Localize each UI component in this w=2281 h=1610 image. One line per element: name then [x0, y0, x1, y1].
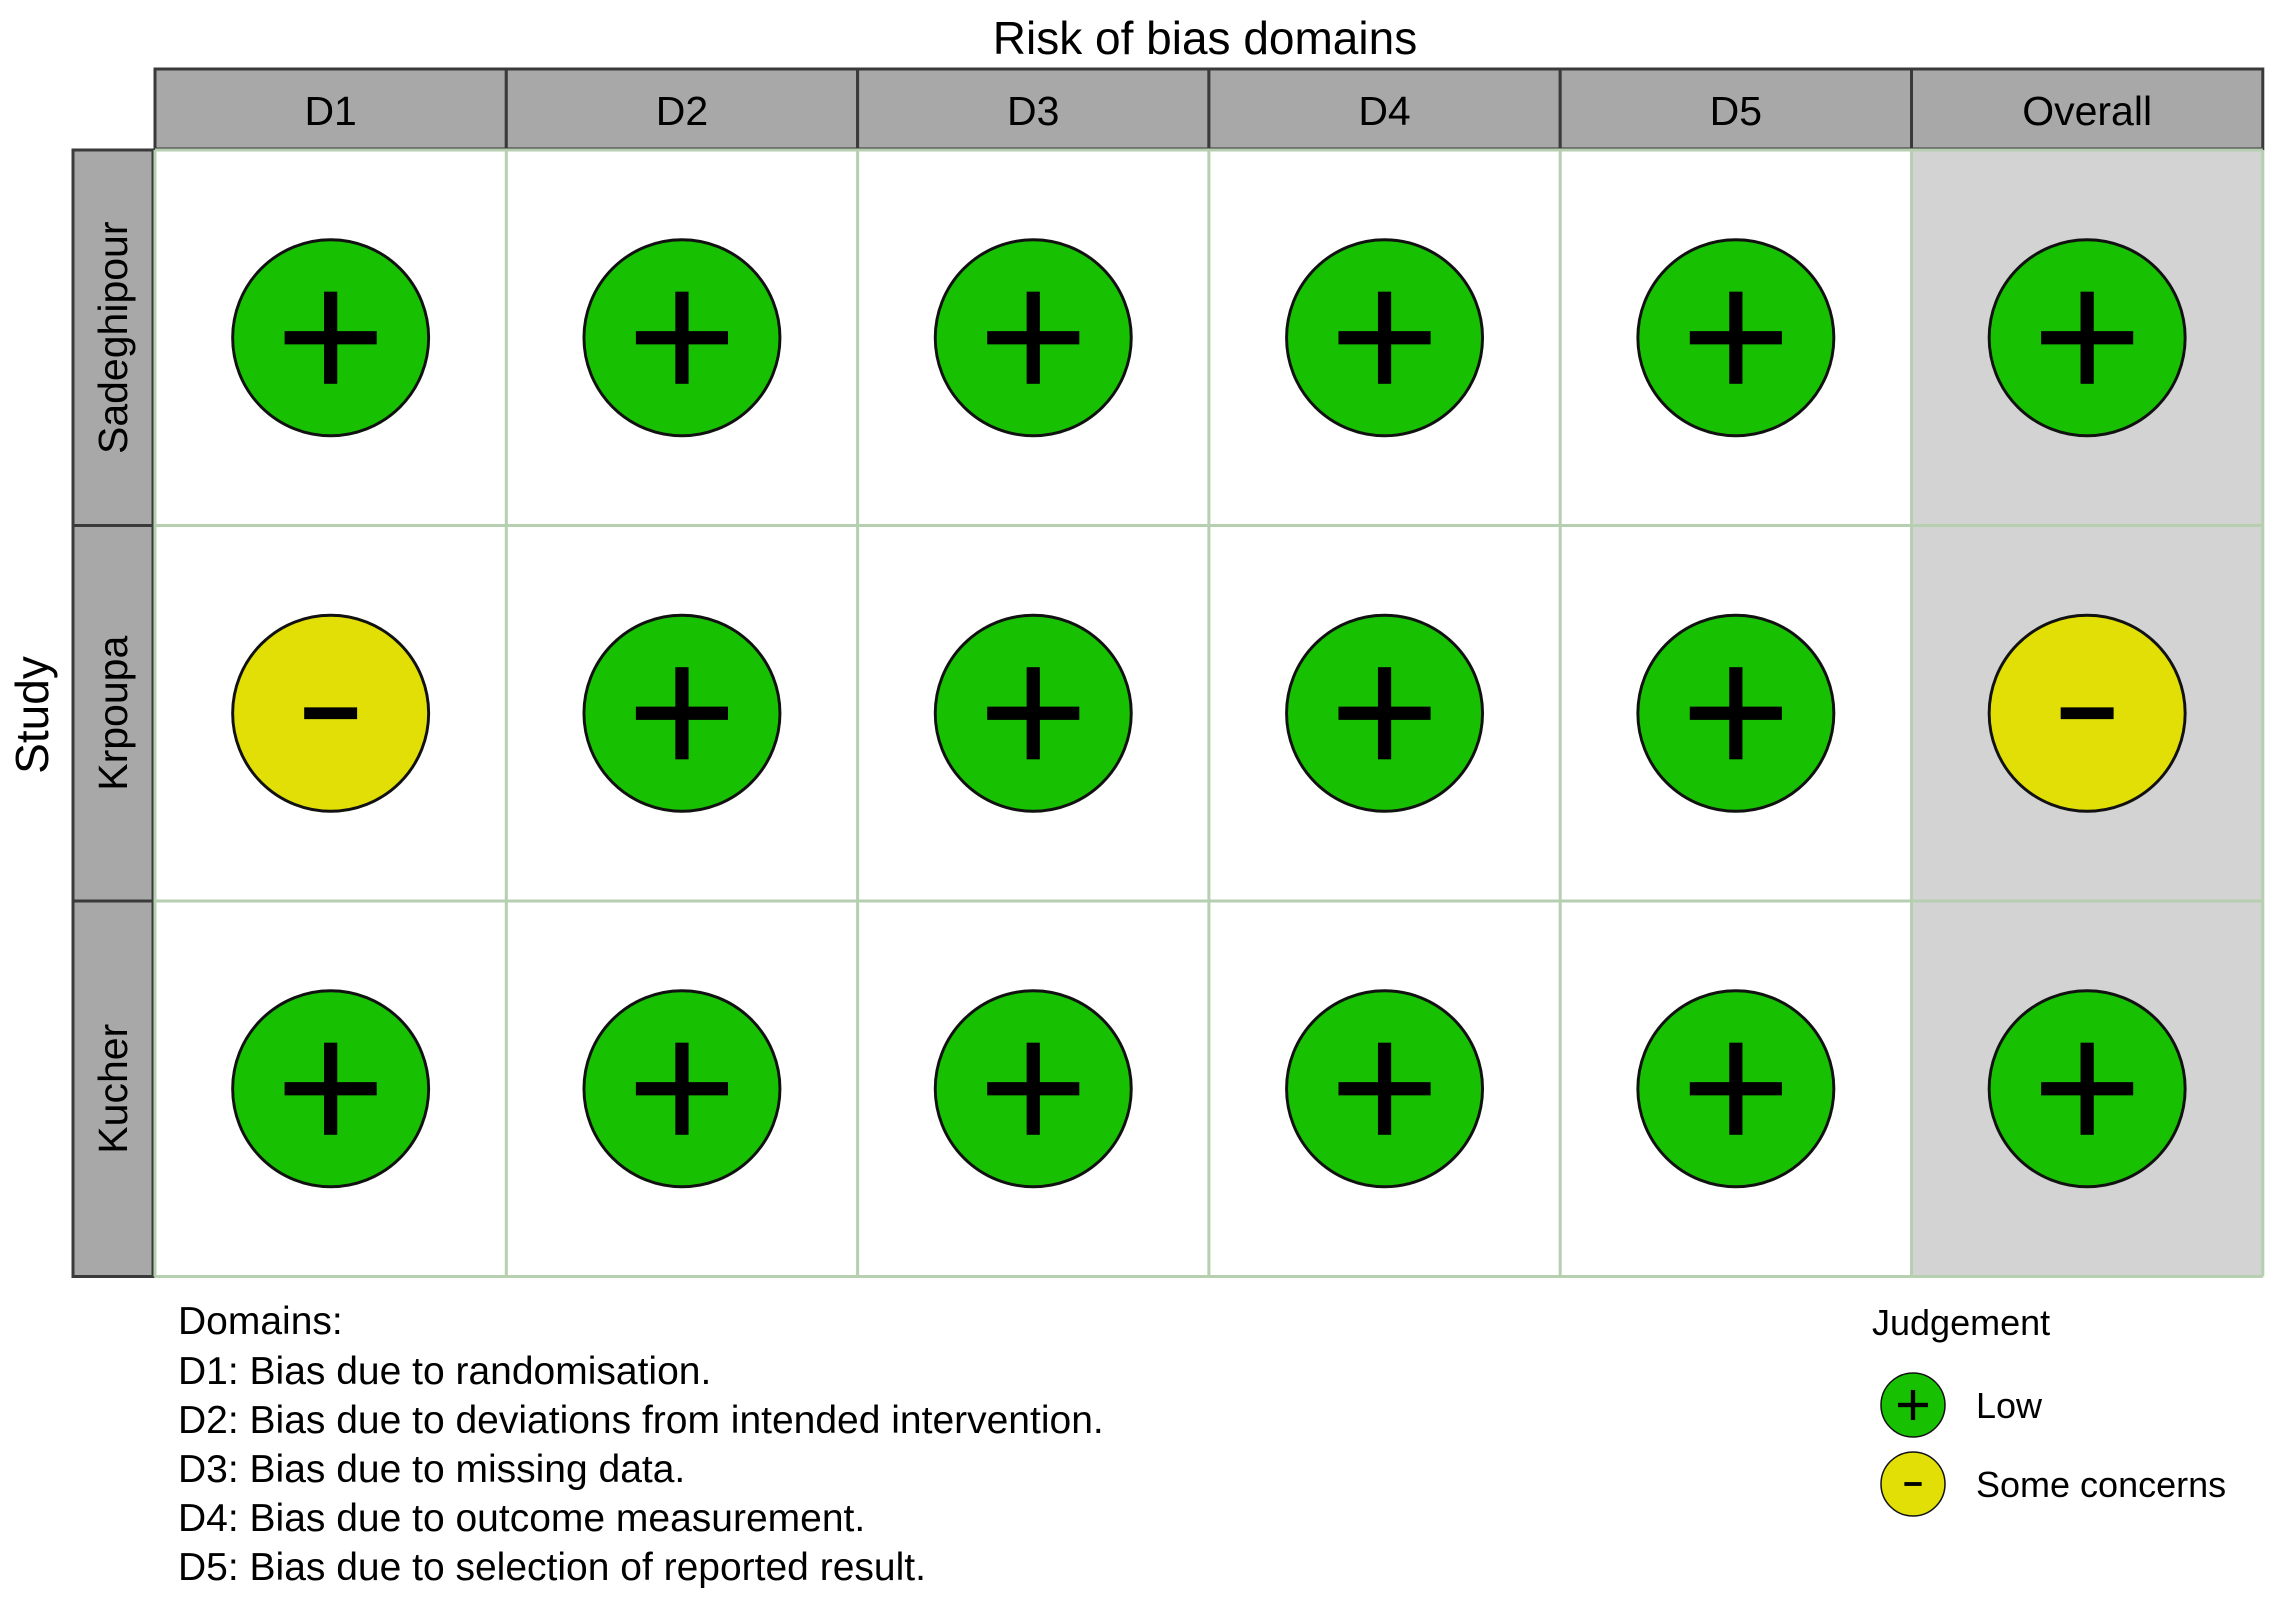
judgement-low-icon	[1636, 989, 1836, 1189]
judgement-low-icon	[582, 613, 782, 813]
judgement-low-icon	[231, 989, 431, 1189]
judgement-legend: Judgement Low Some concerns	[1872, 1302, 2226, 1517]
plus-vertical-bar	[1026, 1042, 1040, 1135]
plus-vertical-bar	[1910, 1389, 1916, 1421]
domain-d1-description: D1: Bias due to randomisation.	[178, 1350, 711, 1393]
plus-vertical-bar	[324, 291, 338, 384]
column-header-label: D4	[1358, 88, 1410, 134]
column-header-box	[504, 67, 860, 151]
chart-title: Risk of bias domains	[993, 12, 1417, 64]
plus-vertical-bar	[1377, 291, 1392, 384]
plus-vertical-bar	[1729, 667, 1743, 760]
plus-vertical-bar	[1026, 667, 1040, 760]
judgement-low-icon	[231, 238, 431, 438]
domain-column-headers: D1 D2 D3 D4 D5 Overall	[153, 67, 2265, 151]
plus-vertical-bar	[675, 291, 689, 384]
plus-vertical-bar	[2080, 1042, 2094, 1135]
column-header-box	[153, 67, 508, 151]
study-row-label: Kucher	[90, 1024, 136, 1154]
minus-bar	[1904, 1482, 1922, 1486]
legend-low-icon	[1880, 1372, 1946, 1438]
domain-d2-description: D2: Bias due to deviations from intended…	[178, 1399, 1104, 1442]
plus-vertical-bar	[1729, 1042, 1743, 1135]
plus-vertical-bar	[675, 667, 689, 760]
study-row-label: Krpoupa	[90, 636, 136, 791]
domain-d5-description: D5: Bias due to selection of reported re…	[178, 1546, 926, 1589]
domain-d4-description: D4: Bias due to outcome measurement.	[178, 1497, 865, 1540]
column-header-label: D5	[1710, 88, 1762, 134]
plus-vertical-bar	[1377, 1042, 1392, 1135]
judgement-low-icon	[582, 989, 782, 1189]
column-header-box	[1910, 67, 2265, 151]
judgement-low-icon	[1285, 989, 1485, 1189]
plus-vertical-bar	[324, 1042, 338, 1135]
judgement-low-icon	[1285, 238, 1485, 438]
plus-vertical-bar	[675, 1042, 689, 1135]
judgement-low-icon	[1636, 238, 1836, 438]
plus-vertical-bar	[1377, 667, 1392, 760]
judgement-low-icon	[1987, 989, 2187, 1189]
column-header-label: D2	[656, 88, 708, 134]
judgement-low-icon	[933, 989, 1133, 1189]
column-header-label: Overall	[2022, 88, 2152, 134]
study-row-label: Sadeghipour	[90, 221, 136, 454]
judgement-low-icon	[1285, 613, 1485, 813]
plus-vertical-bar	[2080, 291, 2094, 384]
column-header-label: D3	[1007, 88, 1059, 134]
judgement-low-icon	[582, 238, 782, 438]
study-row-header-box	[71, 899, 155, 1278]
plus-vertical-bar	[1729, 291, 1743, 384]
judgement-low-icon	[933, 613, 1133, 813]
y-axis-label: Study	[6, 656, 58, 774]
judgement-low-icon	[933, 238, 1133, 438]
judgement-low-icon	[1987, 238, 2187, 438]
column-header-label: D1	[304, 88, 356, 134]
legend-item-label: Some concerns	[1976, 1464, 2226, 1505]
legend-some-concerns-icon	[1880, 1451, 1946, 1517]
judgement-low-icon	[1636, 613, 1836, 813]
minus-bar	[2060, 707, 2114, 720]
legend-item-label: Low	[1976, 1385, 2043, 1426]
study-row-header-box	[71, 524, 155, 903]
study-row-headers: Sadeghipour Krpoupa Kucher	[71, 148, 155, 1278]
domain-d3-description: D3: Bias due to missing data.	[178, 1448, 685, 1491]
plus-vertical-bar	[1026, 291, 1040, 384]
minus-bar	[304, 707, 358, 720]
legend-title: Judgement	[1872, 1302, 2050, 1343]
judgement-some-concerns-icon	[231, 613, 431, 813]
judgement-grid	[153, 148, 2265, 1278]
domains-heading: Domains:	[178, 1300, 343, 1343]
judgement-some-concerns-icon	[1987, 613, 2187, 813]
domains-key: Domains: D1: Bias due to randomisation. …	[178, 1300, 1104, 1589]
